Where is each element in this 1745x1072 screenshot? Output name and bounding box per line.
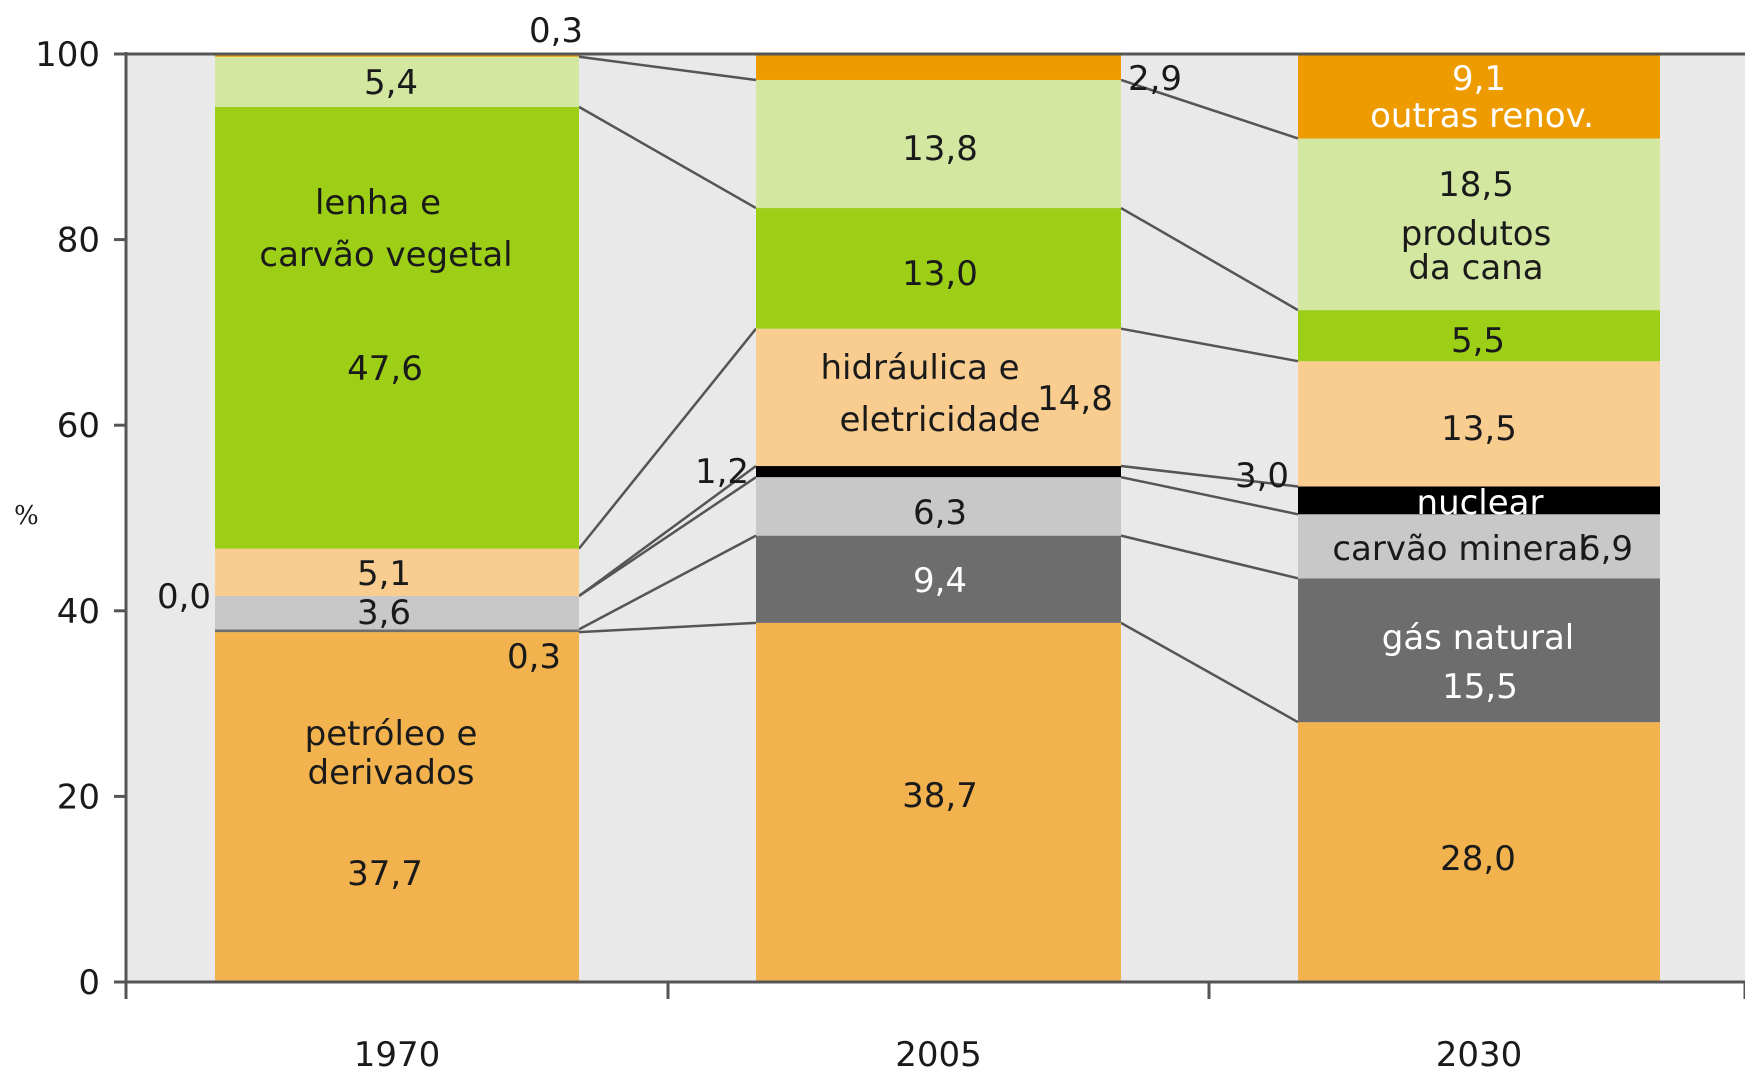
x-tick-label-1970: 1970 — [354, 1035, 441, 1072]
bar-segment-outras-2030 — [1298, 54, 1660, 139]
annotation-petroleo_1: petróleo e — [305, 714, 478, 754]
bar-segment-carvao_mineral-2005 — [756, 477, 1121, 536]
bar-segment-carvao_mineral-1970 — [215, 595, 579, 630]
annotation-outras: outras renov. — [1370, 96, 1594, 136]
bar-segment-cana-2005 — [756, 79, 1121, 209]
connector-line — [578, 476, 757, 597]
value-label-carvao_mineral-1970: 3,6 — [357, 593, 411, 633]
value-label-outras-2005: 2,9 — [1128, 59, 1182, 99]
connector-line — [1120, 78, 1299, 140]
connector-line — [578, 327, 757, 550]
value-label-outras-1970: 0,3 — [529, 11, 583, 51]
bar-segment-nuclear-2005 — [756, 466, 1121, 478]
value-label-cana-2005: 13,8 — [902, 129, 978, 169]
y-tick-label: 100 — [35, 35, 100, 75]
value-label-nuclear-1970: 0,0 — [157, 577, 211, 617]
y-tick-label: 0 — [78, 963, 100, 1003]
value-label-petroleo-2005: 38,7 — [902, 776, 978, 816]
value-label-lenha-1970: 47,6 — [347, 349, 423, 389]
annotation-nuclear: nuclear — [1417, 483, 1544, 523]
bar-segment-hidraulica-2005 — [756, 328, 1121, 467]
value-label-gas-2030: 15,5 — [1442, 667, 1518, 707]
connector-line — [1120, 327, 1299, 363]
y-tick-label: 60 — [57, 406, 100, 446]
connector-line — [578, 534, 757, 631]
bar-segment-cana-1970 — [215, 56, 579, 107]
connector-line — [578, 465, 757, 597]
labels: 0,3 5,4 47,6 5,1 0,0 3,6 0,3 37,7 2,9 13,8 13,0 14,… — [157, 11, 1633, 894]
value-label-gas-2005: 9,4 — [913, 561, 967, 601]
value-label-hidraulica-2030: 13,5 — [1441, 409, 1517, 449]
annotation-petroleo_2: derivados — [308, 753, 475, 793]
connector-line — [578, 55, 757, 82]
y-axis-label: % — [14, 501, 39, 531]
annotation-hidraulica_2: eletricidade — [839, 400, 1040, 440]
annotation-cana_1: produtos — [1401, 214, 1552, 254]
connector-line — [578, 105, 757, 210]
value-label-hidraulica-1970: 5,1 — [357, 554, 411, 594]
connector-line — [1120, 206, 1299, 312]
connector-line — [1120, 464, 1299, 488]
bar-segment-cana-2030 — [1298, 138, 1660, 311]
annotation-cana_2: da cana — [1408, 248, 1543, 288]
bar-segment-outras-2005 — [756, 53, 1121, 80]
value-label-cana-2030: 18,5 — [1438, 165, 1514, 205]
x-tick-label-2005: 2005 — [895, 1035, 982, 1072]
bar-segment-petroleo-2030 — [1298, 722, 1660, 982]
bar-segment-gas-2005 — [756, 535, 1121, 623]
axes: 0 20 40 60 80 100 1970 2005 2030 — [35, 35, 1745, 1072]
bar-segment-nuclear-2030 — [1298, 486, 1660, 515]
value-label-petroleo-1970: 37,7 — [347, 854, 423, 894]
bar-segment-petroleo-2005 — [756, 622, 1121, 982]
bar-segments — [215, 53, 1660, 982]
connector-line — [1120, 534, 1299, 580]
bar-segment-lenha-2005 — [756, 208, 1121, 329]
bar-segment-petroleo-1970 — [215, 632, 579, 982]
value-label-hidraulica-2005: 14,8 — [1037, 379, 1113, 419]
annotation-hidraulica_1: hidráulica e — [820, 348, 1019, 388]
bar-segment-carvao_mineral-2030 — [1298, 514, 1660, 579]
y-tick-label: 20 — [57, 777, 100, 817]
value-label-lenha-2030: 5,5 — [1451, 321, 1505, 361]
value-label-lenha-2005: 13,0 — [902, 254, 978, 294]
bar-segment-lenha-2030 — [1298, 310, 1660, 362]
connector-line — [1120, 621, 1299, 724]
x-tick-label-2030: 2030 — [1436, 1035, 1523, 1072]
annotation-lenha_1: lenha e — [315, 183, 441, 223]
value-label-carvao_mineral-2030: 6,9 — [1579, 529, 1633, 569]
connector-lines — [578, 55, 1299, 724]
annotation-gas_natural: gás natural — [1382, 618, 1574, 658]
annotation-lenha_2: carvão vegetal — [259, 235, 512, 275]
connector-line — [1120, 475, 1299, 516]
value-label-carvao_mineral-2005: 6,3 — [913, 493, 967, 533]
y-tick-label: 80 — [57, 221, 100, 261]
bar-segment-gas-2030 — [1298, 578, 1660, 723]
value-label-nuclear-2005: 1,2 — [695, 452, 749, 492]
bar-segment-gas-1970 — [215, 629, 579, 633]
bar-segment-hidraulica-1970 — [215, 548, 579, 596]
bar-segment-lenha-1970 — [215, 106, 579, 549]
value-label-outras-2030: 9,1 — [1452, 59, 1506, 99]
annotation-carvao_mineral: carvão mineral — [1332, 529, 1587, 569]
value-label-gas-1970: 0,3 — [507, 637, 561, 677]
value-label-nuclear-2030: 3,0 — [1235, 456, 1289, 496]
bar-segment-hidraulica-2030 — [1298, 361, 1660, 487]
value-label-cana-1970: 5,4 — [364, 63, 418, 103]
y-tick-label: 40 — [57, 592, 100, 632]
connector-line — [578, 621, 757, 634]
value-label-petroleo-2030: 28,0 — [1440, 839, 1516, 879]
